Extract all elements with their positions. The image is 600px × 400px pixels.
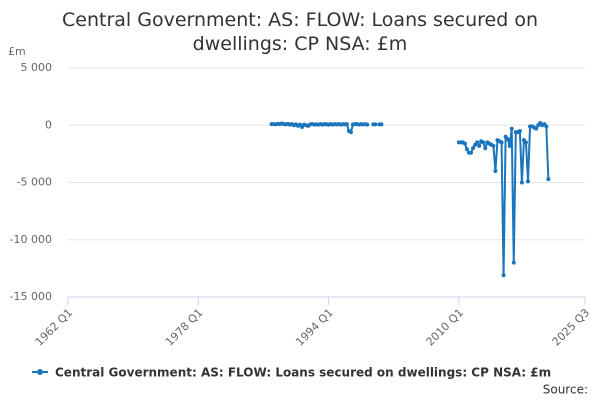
point: [481, 140, 486, 145]
x-tick-label: 1994 Q1: [293, 306, 336, 349]
legend-label: Central Government: AS: FLOW: Loans secu…: [55, 366, 551, 380]
legend-symbol: [37, 369, 43, 375]
point: [509, 126, 514, 131]
point: [526, 179, 531, 184]
point: [379, 122, 384, 127]
x-tick-label: 2010 Q1: [424, 306, 467, 349]
y-tick-label: -15 000: [10, 290, 52, 303]
point: [483, 146, 488, 151]
y-tick-label: 5 000: [21, 61, 53, 74]
point: [373, 122, 378, 127]
point: [344, 122, 349, 127]
point: [475, 140, 480, 145]
point: [491, 143, 496, 148]
point: [477, 143, 482, 148]
point: [544, 124, 549, 129]
point: [471, 146, 476, 151]
series-line: [271, 121, 550, 276]
point: [517, 128, 522, 133]
y-tick-label: -5 000: [17, 176, 52, 189]
point: [534, 126, 539, 131]
source: Source:: [543, 383, 588, 397]
point: [464, 147, 469, 152]
point: [365, 122, 370, 127]
y-axis-label: £m: [8, 45, 26, 58]
point: [507, 143, 512, 148]
point: [501, 273, 506, 278]
point: [519, 180, 524, 185]
chart-title: Central Government: AS: FLOW: Loans secu…: [62, 9, 538, 55]
point: [546, 177, 551, 182]
x-tick-label: 1962 Q1: [33, 306, 76, 349]
point: [499, 140, 504, 145]
point: [505, 136, 510, 141]
y-tick-label: 0: [45, 118, 52, 131]
x-tick-label: 1978 Q1: [163, 306, 206, 349]
point: [511, 260, 516, 265]
x-tick-label: 2025 Q3: [550, 306, 593, 349]
point: [348, 130, 353, 135]
point: [469, 150, 474, 155]
point: [462, 141, 467, 146]
y-tick-label: -10 000: [10, 233, 52, 246]
point: [493, 169, 498, 174]
point: [523, 140, 528, 145]
